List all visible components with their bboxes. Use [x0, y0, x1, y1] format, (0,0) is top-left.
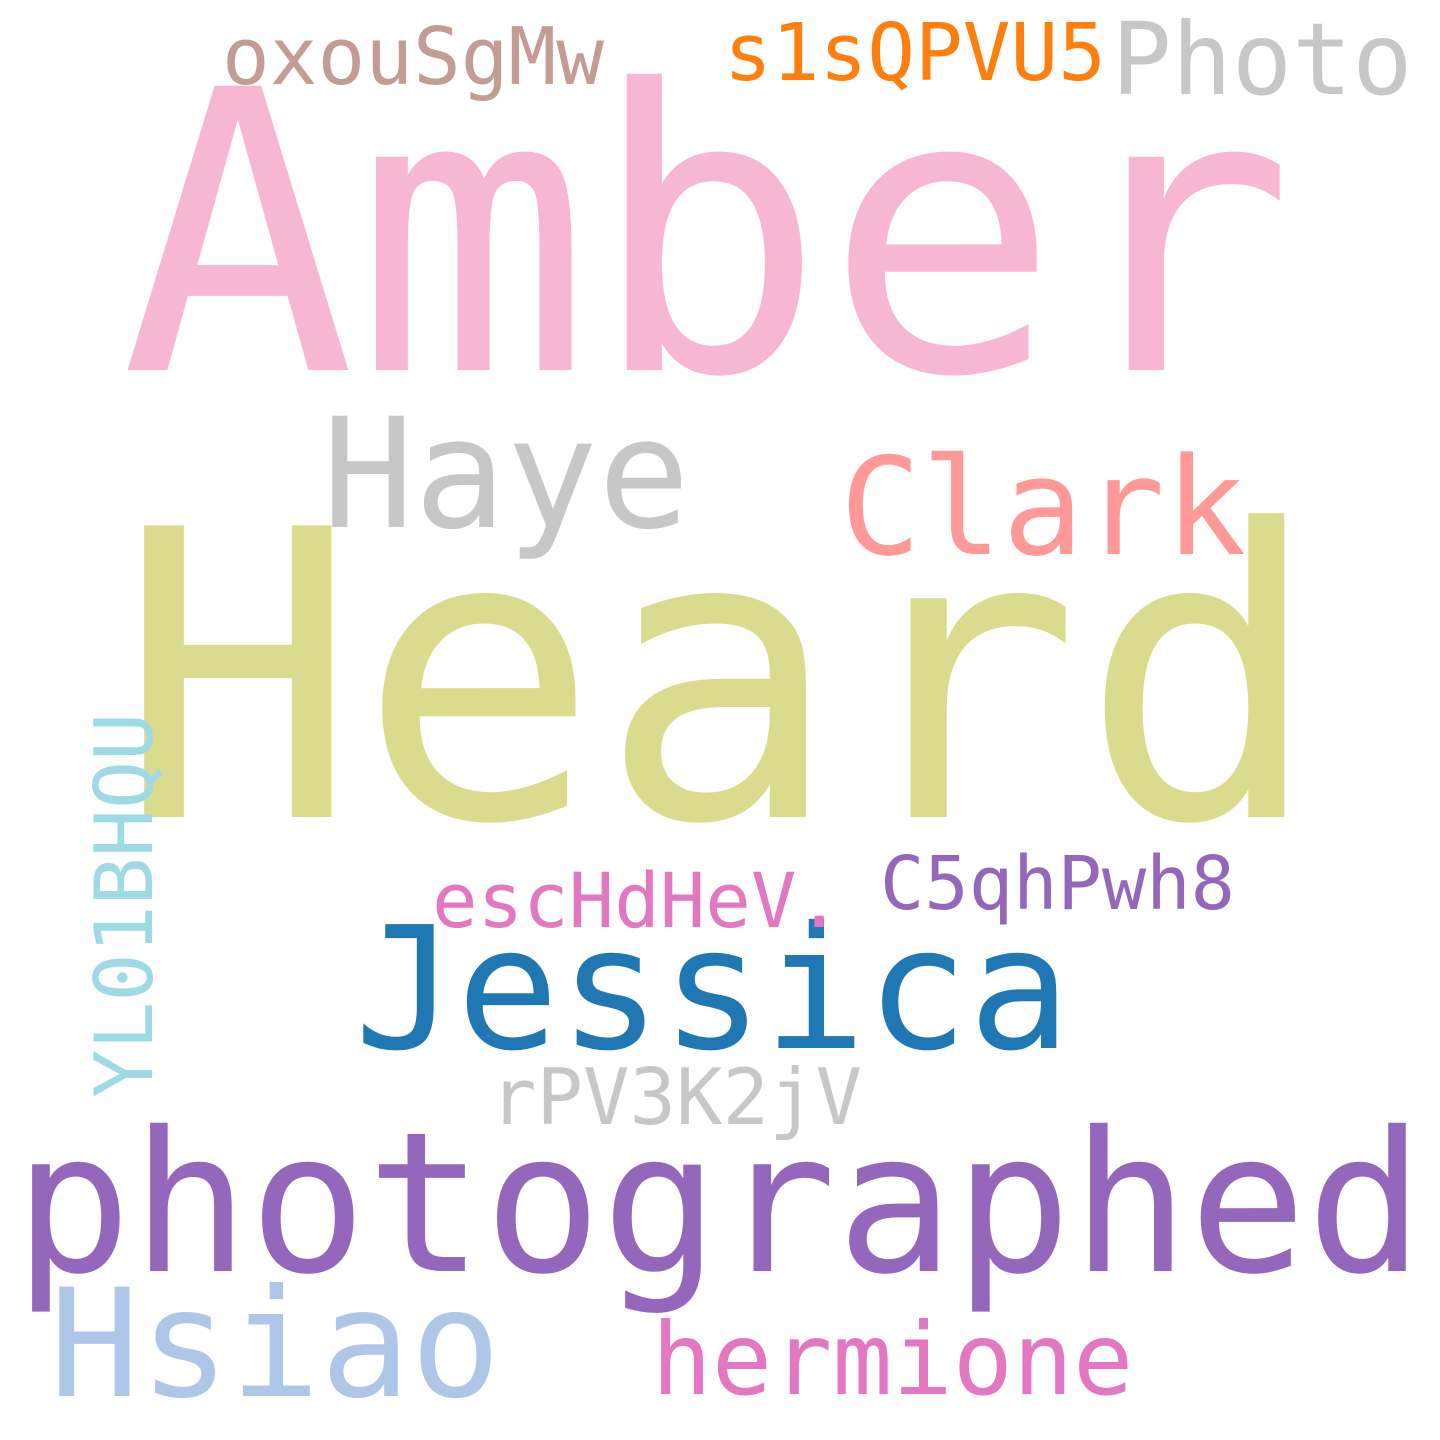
word-oxousgmw: oxouSgMw	[222, 9, 604, 103]
word-photo: Photo	[1111, 1, 1413, 118]
word-rpv3k2jv: rPV3K2jV	[490, 1053, 862, 1144]
word-hsiao: Hsiao	[49, 1258, 501, 1432]
word-eschdhev: escHdHeV.	[432, 857, 842, 946]
word-hermione: hermione	[651, 1301, 1134, 1418]
word-clark: Clark	[839, 429, 1247, 586]
word-photographed: photographed	[14, 1091, 1424, 1319]
word-haye: Haye	[322, 385, 690, 564]
word-yl01bhqu: YL01BHQU	[78, 712, 171, 1098]
word-heard: Heard	[117, 447, 1322, 912]
word-c5qhpwh8: C5qhPwh8	[880, 842, 1235, 928]
word-amber: Amber	[120, 8, 1295, 462]
word-s1sqpvu5: s1sQPVU5	[724, 5, 1106, 99]
word-jessica: Jessica	[354, 891, 1071, 1089]
